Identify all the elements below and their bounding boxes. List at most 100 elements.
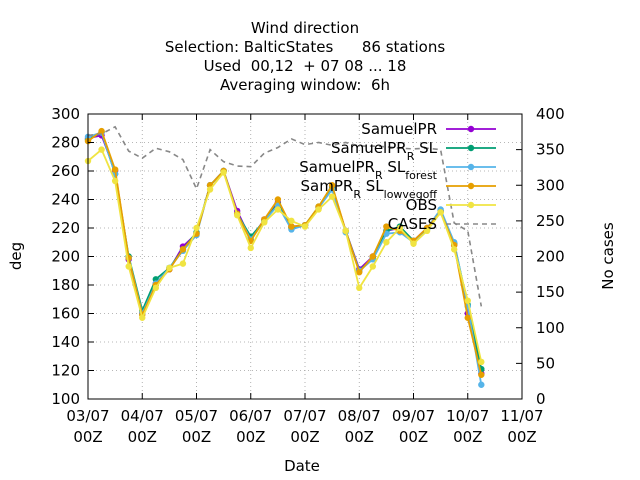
series-4 [84, 146, 485, 366]
series-line [87, 125, 483, 307]
data-point [152, 284, 160, 292]
x-tick-label-hour: 00Z [345, 428, 374, 446]
data-point [274, 196, 282, 203]
plot-frame [87, 113, 523, 400]
data-point [125, 263, 132, 270]
data-point [179, 246, 187, 253]
y-tick-label: 160 [51, 305, 80, 323]
x-tick-label-hour: 00Z [507, 428, 536, 446]
y-axis-label: deg [7, 242, 25, 270]
x-tick-label-date: 03/07 [66, 407, 109, 425]
series-1 [84, 129, 485, 373]
x-tick-label-date: 06/07 [229, 407, 272, 425]
data-point [478, 358, 485, 366]
y2-tick-label: 300 [536, 176, 565, 194]
y2-tick-label: 150 [536, 283, 565, 301]
y-tick-label: 200 [51, 248, 80, 266]
y2-tick-label: 250 [536, 212, 565, 230]
x-tick-label-hour: 00Z [73, 428, 102, 446]
y-tick-label: 100 [51, 390, 80, 408]
y-tick-label: 280 [51, 134, 80, 152]
x-tick-label-hour: 00Z [399, 428, 428, 446]
data-point [288, 217, 295, 225]
x-tick-label-hour: 00Z [453, 428, 482, 446]
series-5 [87, 125, 483, 307]
x-tick-label-date: 10/07 [446, 407, 489, 425]
y-tick-label: 140 [51, 333, 80, 351]
x-tick-label-date: 04/07 [121, 407, 164, 425]
legend-entry-0: SamuelPR [361, 120, 496, 138]
y2-axis-label: No cases [599, 222, 617, 290]
data-point [166, 264, 173, 272]
legend-label: CASES [388, 215, 437, 233]
x-tick-label-hour: 00Z [290, 428, 319, 446]
data-point [179, 260, 187, 267]
y-tick-label: 300 [51, 105, 80, 123]
x-tick-label-hour: 00Z [128, 428, 157, 446]
title-line-3: Averaging window: 6h [220, 76, 390, 94]
y-tick-label: 220 [51, 219, 80, 237]
data-point [315, 206, 322, 213]
data-point [288, 223, 295, 230]
title-line-0: Wind direction [251, 19, 359, 37]
y2-tick-label: 400 [536, 105, 565, 123]
data-point [220, 169, 227, 176]
legend-label: SamuelPRR SL [331, 139, 438, 163]
legend-marker [467, 125, 475, 133]
data-point [356, 284, 363, 292]
legend-marker [467, 144, 475, 152]
y-tick-label: 240 [51, 191, 80, 209]
data-point [396, 224, 404, 232]
series-3 [84, 127, 485, 378]
data-point [274, 206, 282, 213]
data-point [410, 240, 417, 247]
data-point [301, 223, 309, 230]
y-tick-label: 260 [51, 162, 80, 180]
data-point [369, 263, 377, 270]
y2-tick-label: 200 [536, 248, 565, 266]
data-point [328, 193, 336, 200]
data-point [111, 177, 119, 185]
data-point [206, 186, 214, 193]
x-tick-label-date: 09/07 [392, 407, 435, 425]
data-point [247, 244, 254, 252]
tick-labels: 100 120 140 160 180 200 220 240 260 280 300 0 50 100 1… [51, 105, 564, 446]
y2-tick-label: 100 [536, 319, 565, 337]
data-point [478, 371, 485, 378]
data-point [478, 381, 485, 388]
data-point [464, 314, 471, 321]
data-point [369, 253, 377, 260]
legend-marker [467, 201, 475, 209]
data-point [383, 239, 390, 246]
x-tick-label-date: 05/07 [175, 407, 218, 425]
legend-label: SamuelPRR SLforest [299, 158, 437, 182]
x-tick-label-date: 11/07 [500, 407, 543, 425]
data-point [98, 146, 105, 153]
title-line-1: Selection: BalticStates 86 stations [165, 38, 445, 56]
data-point [233, 211, 241, 219]
legend-entry-4: OBS [406, 196, 496, 214]
y-tick-label: 180 [51, 276, 80, 294]
legend-entry-2: SamuelPRR SLforest [299, 158, 496, 182]
data-point [111, 166, 119, 173]
y2-tick-label: 0 [536, 390, 546, 408]
data-point [356, 268, 363, 276]
data-point [98, 127, 105, 135]
x-tick-label-hour: 00Z [182, 428, 211, 446]
data-point [383, 223, 390, 230]
data-point [261, 219, 268, 226]
legend-label: OBS [406, 196, 437, 214]
data-point [437, 209, 444, 216]
legend-label: SamPRR SLlowvegoff [301, 177, 438, 201]
title-line-2: Used 00,12 + 07 08 ... 18 [204, 57, 407, 75]
y-tick-label: 120 [51, 362, 80, 380]
y2-tick-label: 350 [536, 141, 565, 159]
x-tick-label-date: 08/07 [338, 407, 381, 425]
data-point [328, 182, 336, 189]
legend-label: SamuelPR [361, 120, 437, 138]
legend-entry-3: SamPRR SLlowvegoff [301, 177, 496, 201]
x-tick-label-hour: 00Z [236, 428, 265, 446]
